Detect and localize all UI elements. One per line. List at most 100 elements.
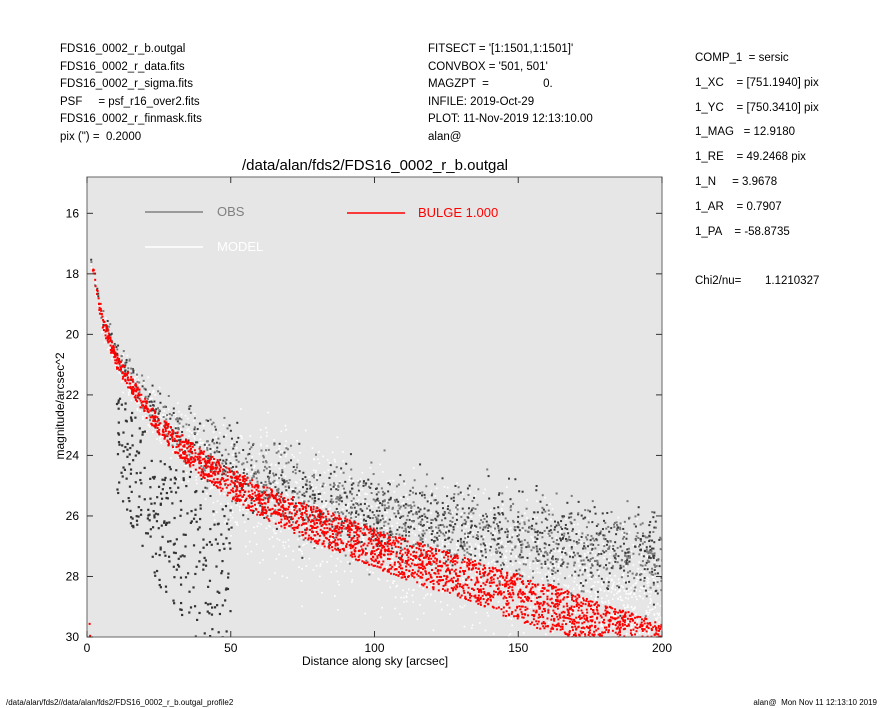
- model-point: [405, 596, 408, 599]
- obs-point: [548, 513, 551, 516]
- model-point: [463, 604, 466, 607]
- model-point: [402, 501, 405, 504]
- obs-point: [425, 473, 428, 476]
- bulge-point: [151, 415, 154, 418]
- obs-point: [510, 552, 513, 555]
- obs-point: [145, 532, 148, 535]
- model-point: [639, 586, 642, 589]
- model-point: [602, 543, 605, 546]
- obs-point: [369, 517, 372, 520]
- model-point: [336, 509, 339, 512]
- obs-point: [135, 472, 138, 475]
- obs-point: [281, 483, 284, 486]
- obs-point: [111, 339, 114, 342]
- model-point: [589, 591, 591, 593]
- obs-point: [648, 540, 651, 543]
- obs-point: [189, 405, 192, 408]
- obs-point: [350, 516, 353, 519]
- model-point: [525, 561, 527, 564]
- model-point: [620, 661, 622, 663]
- obs-point: [172, 599, 175, 602]
- obs-point: [194, 432, 197, 435]
- obs-point: [164, 435, 167, 438]
- obs-point: [269, 470, 272, 473]
- obs-point: [196, 428, 199, 431]
- model-point: [293, 494, 296, 497]
- model-point: [491, 597, 494, 600]
- bulge-point: [601, 638, 603, 640]
- obs-point: [430, 539, 433, 542]
- model-point: [543, 565, 546, 567]
- model-point: [252, 496, 254, 498]
- obs-point: [176, 420, 179, 423]
- bulge-point: [288, 525, 291, 528]
- obs-point: [344, 515, 347, 518]
- obs-point: [169, 540, 172, 543]
- obs-point: [102, 309, 105, 312]
- model-point: [554, 564, 556, 567]
- obs-point: [498, 513, 501, 516]
- model-point: [624, 607, 626, 610]
- obs-point: [409, 489, 412, 492]
- obs-point: [439, 524, 442, 527]
- model-point: [627, 604, 629, 606]
- obs-point: [206, 446, 209, 449]
- obs-point: [117, 344, 120, 347]
- model-point: [625, 633, 628, 635]
- obs-point: [570, 592, 573, 595]
- bulge-point: [217, 471, 220, 474]
- obs-point: [218, 612, 222, 616]
- obs-point: [412, 501, 415, 504]
- obs-point: [217, 522, 220, 525]
- obs-point: [384, 509, 387, 512]
- model-point: [426, 527, 429, 530]
- model-point: [645, 612, 648, 614]
- obs-point: [156, 513, 160, 516]
- obs-point: [418, 534, 421, 537]
- model-point: [284, 455, 287, 458]
- model-point: [244, 502, 247, 504]
- obs-point: [589, 566, 592, 569]
- model-point: [324, 535, 327, 537]
- bulge-point: [585, 614, 588, 617]
- model-point: [526, 591, 528, 594]
- model-point: [563, 549, 565, 552]
- model-point: [136, 402, 138, 405]
- model-point: [370, 505, 373, 508]
- obs-point: [130, 372, 133, 375]
- bulge-point: [611, 607, 614, 610]
- obs-point: [559, 539, 562, 542]
- model-point: [477, 570, 480, 572]
- obs-point: [440, 519, 443, 522]
- model-point: [603, 590, 606, 592]
- obs-point: [452, 525, 455, 528]
- obs-point: [500, 527, 503, 530]
- obs-point: [540, 566, 543, 569]
- obs-point: [562, 534, 565, 537]
- model-point: [554, 547, 557, 550]
- model-point: [469, 509, 472, 511]
- model-point: [109, 331, 111, 334]
- bulge-point: [337, 538, 340, 541]
- bulge-point: [619, 620, 622, 623]
- obs-point: [264, 480, 267, 483]
- model-point: [479, 561, 481, 564]
- obs-point: [262, 490, 265, 493]
- obs-point: [128, 485, 132, 488]
- obs-point: [660, 589, 662, 592]
- obs-point: [223, 547, 226, 550]
- model-point: [464, 574, 466, 577]
- model-point: [462, 580, 465, 583]
- model-point: [583, 553, 586, 555]
- model-point: [463, 625, 466, 628]
- obs-point: [551, 537, 554, 540]
- model-point: [284, 424, 287, 427]
- model-point: [398, 518, 400, 520]
- obs-point: [304, 528, 307, 531]
- model-point: [515, 523, 517, 526]
- model-point: [539, 572, 541, 574]
- model-point: [653, 627, 655, 630]
- bulge-point: [434, 547, 437, 550]
- obs-point: [472, 507, 475, 510]
- model-point: [502, 503, 504, 506]
